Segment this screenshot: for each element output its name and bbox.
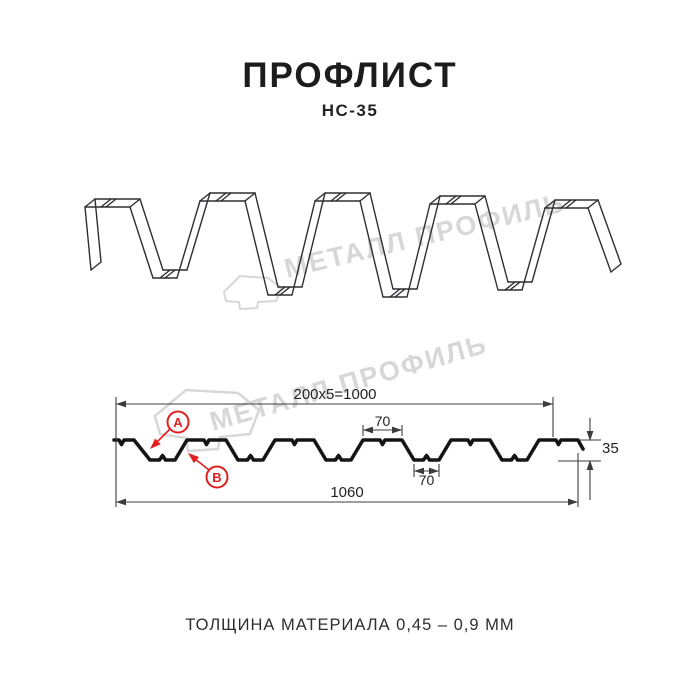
profile-edge-line (587, 207, 612, 273)
callout-a-circle (166, 410, 190, 434)
profile-edge-line (521, 207, 546, 291)
thickness-note: ТОЛЩИНА МАТЕРИАЛА 0,45 – 0,9 ММ (185, 616, 515, 634)
profile-edge-line (94, 198, 102, 263)
profile-edge-line (105, 198, 117, 208)
profile-edge-line (90, 261, 102, 271)
dim-height-label: 35 (602, 440, 619, 457)
profile-edge-line (129, 198, 141, 208)
profile-edge-line (389, 288, 401, 298)
profile-model-subtitle: НС-35 (321, 101, 379, 120)
profile-edge-line (279, 286, 291, 296)
dim-crest-width-label: 70 (375, 413, 391, 429)
profile-edge-line (176, 200, 201, 279)
profile-edge-line (474, 203, 499, 291)
profile-edge-line (84, 206, 92, 271)
callout-b-circle (205, 465, 229, 489)
watermark-brand-text: МЕТАЛЛ ПРОФИЛЬ (281, 188, 567, 284)
callout-b-letter: В (212, 470, 221, 485)
dimension-arrowhead (116, 400, 126, 408)
profile-edge-line (560, 199, 572, 209)
profile-edge-line (215, 192, 227, 202)
profile-edge-line (84, 198, 96, 208)
dimension-arrowhead (568, 498, 578, 506)
dimension-arrowhead (429, 467, 439, 475)
profile-cross-section-line (112, 438, 585, 462)
profile-edge-line (359, 200, 384, 298)
profile-edge-line (474, 195, 486, 205)
profile-edge-line (484, 195, 509, 283)
callout-a: А (150, 410, 190, 449)
page-title: ПРОФЛИСТ (242, 56, 458, 95)
watermark-brand-text: МЕТАЛЛ ПРОФИЛЬ (206, 329, 491, 437)
profile-edge-line (587, 199, 599, 209)
profile-edge-line (100, 198, 112, 208)
profile-edge-line (244, 200, 269, 296)
dimension-arrowheads (116, 400, 594, 506)
profile-edge-line (369, 192, 394, 290)
profile-edge-line (406, 203, 431, 298)
profile-edge-line (531, 199, 556, 283)
profile-edge-line (254, 192, 279, 288)
callout-a-letter: А (173, 415, 183, 430)
profile-edge-line (301, 192, 326, 288)
dimension-arrowhead (116, 498, 126, 506)
watermark-upper: МЕТАЛЛ ПРОФИЛЬ (222, 188, 568, 311)
dimension-arrowhead (586, 431, 594, 441)
profile-edge-line (445, 195, 457, 205)
profile-edge-line (504, 281, 516, 291)
profile-edge-line (129, 206, 154, 279)
profile-edge-line (565, 199, 577, 209)
profile-edge-line (186, 192, 211, 271)
profile-edge-line (394, 288, 406, 298)
dim-trough-width-label: 70 (419, 472, 435, 488)
profile-edge-line (159, 269, 171, 279)
profile-edge-line (244, 192, 256, 202)
profile-edge-line (597, 199, 622, 265)
dimension-arrowhead (363, 426, 373, 434)
profile-edge-line (330, 192, 342, 202)
profile-edge-line (199, 192, 211, 202)
callout-b: В (188, 453, 229, 489)
callout-b-arrowhead (188, 453, 199, 464)
profile-edge-line (139, 198, 164, 271)
cross-section-drawing: 200x5=1000 70 70 1060 35 А В (112, 386, 619, 507)
profile-edge-line (509, 281, 521, 291)
callout-a-arrowhead (150, 438, 161, 449)
dimension-arrowhead (414, 467, 424, 475)
profile-edge-line (610, 263, 622, 273)
metall-profil-logo-icon (153, 388, 261, 453)
dimension-arrowhead (392, 426, 402, 434)
dimension-arrowhead (586, 460, 594, 470)
profile-edge-line (291, 200, 316, 296)
dimension-arrowhead (543, 400, 553, 408)
dim-total-width-label: 1060 (330, 484, 363, 501)
profile-edge-line (416, 195, 441, 290)
profile-edge-line (164, 269, 176, 279)
profile-3d-drawing (84, 192, 622, 298)
profile-edge-line (429, 195, 441, 205)
profile-edge-line (220, 192, 232, 202)
profile-edge-line (544, 199, 556, 209)
profile-edge-line (450, 195, 462, 205)
metall-profil-logo-icon (222, 274, 283, 311)
profile-edge-line (359, 192, 371, 202)
profile-edge-line (335, 192, 347, 202)
dim-module-label: 200x5=1000 (294, 386, 377, 403)
profile-edge-line (274, 286, 286, 296)
profile-edge-line (314, 192, 326, 202)
